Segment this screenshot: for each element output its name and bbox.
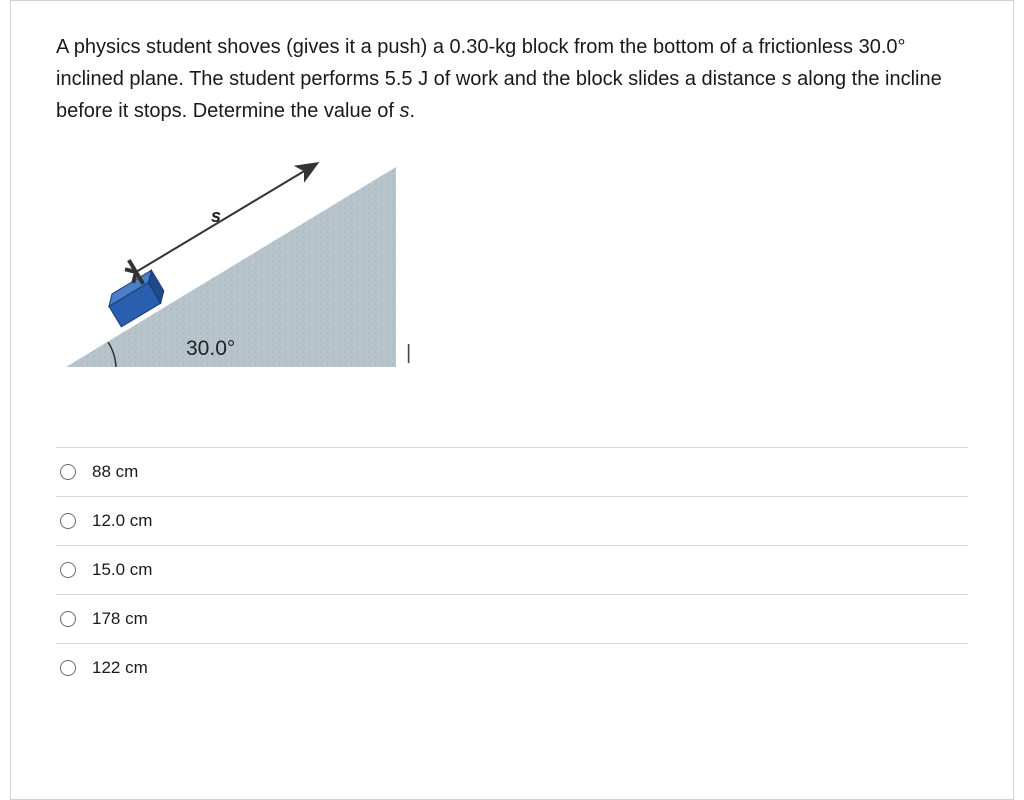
radio-icon[interactable] xyxy=(60,660,76,676)
question-text: A physics student shoves (gives it a pus… xyxy=(56,31,968,127)
question-card: A physics student shoves (gives it a pus… xyxy=(10,0,1014,800)
distance-label: s xyxy=(211,206,221,226)
radio-icon[interactable] xyxy=(60,513,76,529)
figure-container: 30.0° s | xyxy=(56,147,416,387)
answer-label: 15.0 cm xyxy=(92,560,152,580)
answer-option[interactable]: 178 cm xyxy=(56,594,968,643)
incline-diagram: 30.0° s xyxy=(56,147,416,387)
answer-option[interactable]: 12.0 cm xyxy=(56,496,968,545)
answer-list: 88 cm 12.0 cm 15.0 cm 178 cm 122 cm xyxy=(56,447,968,692)
radio-icon[interactable] xyxy=(60,611,76,627)
radio-icon[interactable] xyxy=(60,562,76,578)
answer-option[interactable]: 15.0 cm xyxy=(56,545,968,594)
answer-label: 122 cm xyxy=(92,658,148,678)
answer-option[interactable]: 122 cm xyxy=(56,643,968,692)
question-part-3: . xyxy=(410,100,416,122)
text-cursor: | xyxy=(406,342,411,365)
radio-icon[interactable] xyxy=(60,464,76,480)
question-part-1: A physics student shoves (gives it a pus… xyxy=(56,36,906,90)
angle-label: 30.0° xyxy=(186,337,235,360)
question-var-1: s xyxy=(782,68,792,90)
answer-label: 88 cm xyxy=(92,462,138,482)
answer-option[interactable]: 88 cm xyxy=(56,447,968,496)
answer-label: 12.0 cm xyxy=(92,511,152,531)
answer-label: 178 cm xyxy=(92,609,148,629)
question-var-2: s xyxy=(400,100,410,122)
